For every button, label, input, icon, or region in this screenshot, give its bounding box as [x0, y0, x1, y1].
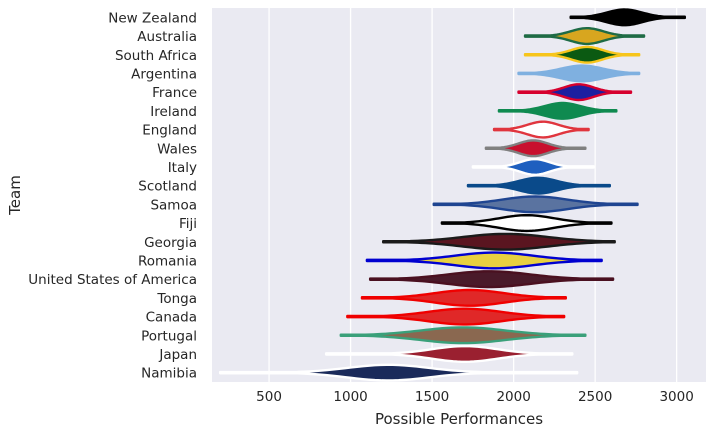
- violin-new-zealand: [569, 8, 687, 27]
- y-tick-label: Samoa: [150, 197, 197, 213]
- x-tick-label: 3000: [659, 389, 693, 405]
- plot-background: [212, 8, 706, 382]
- violin-wales: [484, 139, 587, 158]
- y-tick-label: United States of America: [28, 272, 197, 288]
- y-tick-label: Portugal: [141, 328, 197, 344]
- y-tick-label: Romania: [138, 253, 197, 269]
- violin-canada: [346, 307, 566, 326]
- violin-united-states-of-america: [368, 270, 615, 289]
- y-tick-label: Canada: [146, 310, 197, 326]
- y-tick-label: Namibia: [141, 366, 197, 382]
- y-tick-label: Scotland: [138, 179, 197, 195]
- violin-romania: [365, 251, 603, 270]
- y-tick-label: England: [142, 123, 197, 139]
- y-tick-label: Japan: [158, 347, 197, 363]
- y-tick-label: Wales: [157, 141, 197, 157]
- violin-portugal: [339, 326, 587, 345]
- violin-scotland: [466, 176, 612, 195]
- violin-south-africa: [523, 45, 641, 64]
- violin-japan: [324, 344, 574, 363]
- x-tick-label: 2000: [496, 389, 530, 405]
- y-tick-label: France: [152, 85, 197, 101]
- violin-tonga: [360, 288, 567, 307]
- y-tick-label: Georgia: [144, 235, 197, 251]
- y-tick-label: New Zealand: [108, 10, 197, 26]
- x-axis-label: Possible Performances: [375, 410, 543, 428]
- y-tick-label: South Africa: [115, 48, 197, 64]
- y-axis-label: Team: [6, 175, 24, 216]
- y-tick-label: Argentina: [131, 66, 197, 82]
- x-tick-label: 2500: [578, 389, 612, 405]
- x-tick-labels: 500 1000 1500 2000 2500 3000: [256, 389, 694, 405]
- x-tick-label: 1000: [333, 389, 367, 405]
- violin-italy: [471, 157, 595, 176]
- violin-england: [492, 120, 590, 139]
- y-tick-label: Italy: [168, 160, 197, 176]
- violin-georgia: [381, 232, 616, 251]
- y-tick-label: Fiji: [179, 216, 197, 232]
- violin-samoa: [432, 195, 639, 214]
- violin-france: [517, 83, 633, 102]
- violins: [218, 8, 687, 382]
- violin-argentina: [517, 64, 641, 83]
- y-tick-label: Tonga: [156, 291, 197, 307]
- violin-australia: [523, 27, 646, 46]
- violin-fiji: [440, 214, 613, 233]
- y-tick-label: Ireland: [150, 104, 197, 120]
- x-tick-label: 500: [256, 389, 282, 405]
- violin-namibia: [218, 363, 579, 382]
- y-tick-labels: New Zealand Australia South Africa Argentin…: [28, 10, 197, 381]
- x-tick-label: 1500: [415, 389, 449, 405]
- violin-ireland: [497, 101, 618, 120]
- y-tick-label: Australia: [137, 29, 197, 45]
